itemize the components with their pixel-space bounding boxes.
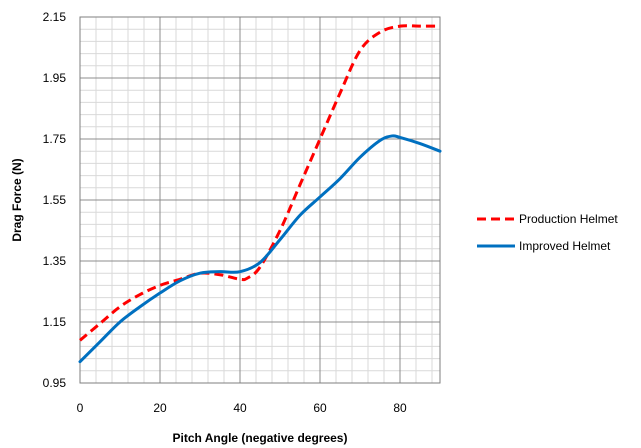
y-tick-label: 1.95 <box>43 71 67 85</box>
x-tick-label: 60 <box>313 401 327 415</box>
x-tick-labels: 0 20 40 60 80 <box>77 401 407 415</box>
legend: Production Helmet Improved Helmet <box>477 212 618 253</box>
y-tick-label: 2.15 <box>43 10 67 24</box>
x-tick-label: 80 <box>393 401 407 415</box>
x-tick-label: 20 <box>153 401 167 415</box>
grid <box>79 16 440 384</box>
x-axis-title: Pitch Angle (negative degrees) <box>173 431 348 445</box>
series-layer <box>78 24 442 364</box>
y-tick-labels: 0.95 1.15 1.35 1.55 1.75 1.95 2.15 <box>43 10 67 390</box>
y-tick-label: 1.35 <box>43 254 67 268</box>
legend-label-production-helmet: Production Helmet <box>519 212 618 226</box>
x-tick-label: 0 <box>77 401 84 415</box>
series-line-improved-helmet <box>78 134 442 364</box>
y-axis-title: Drag Force (N) <box>10 158 24 241</box>
plot-frame <box>79 16 441 384</box>
y-tick-label: 0.95 <box>43 376 67 390</box>
y-tick-label: 1.55 <box>43 193 67 207</box>
y-tick-label: 1.15 <box>43 315 67 329</box>
y-tick-label: 1.75 <box>43 132 67 146</box>
legend-label-improved-helmet: Improved Helmet <box>519 239 611 253</box>
x-tick-label: 40 <box>233 401 247 415</box>
series-line-production-helmet <box>79 24 440 342</box>
